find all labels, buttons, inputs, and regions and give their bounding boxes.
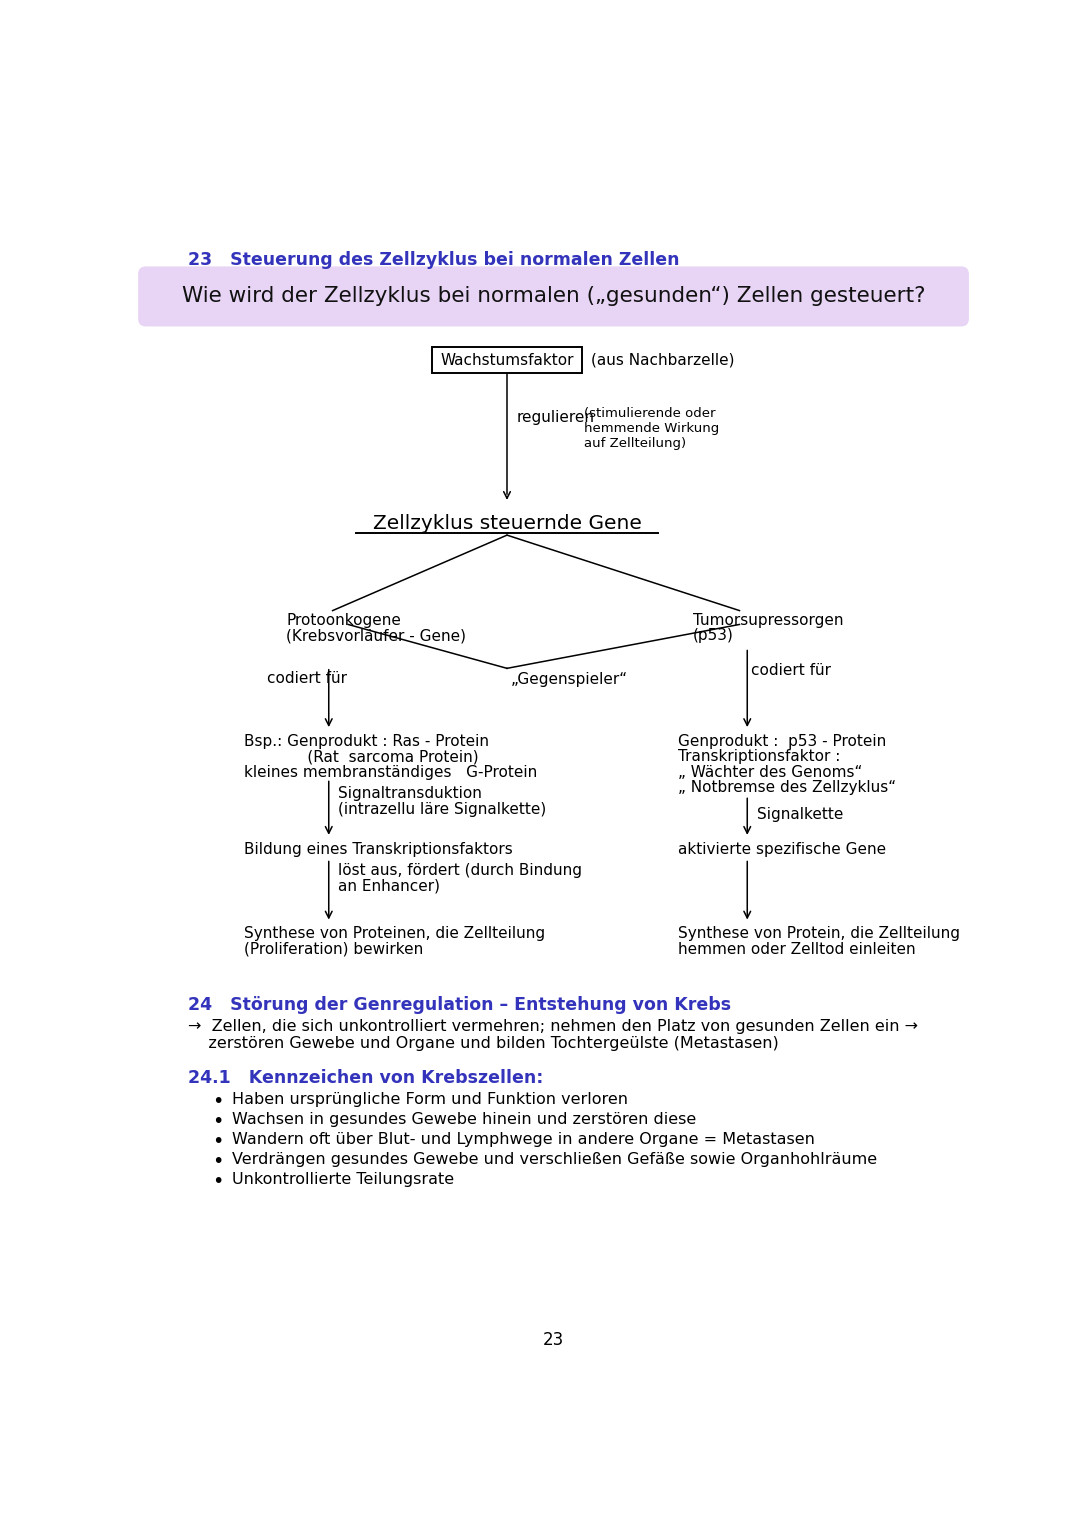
Text: Protoonkogene: Protoonkogene [286,612,401,628]
Text: Zellzyklus steuernde Gene: Zellzyklus steuernde Gene [373,515,642,533]
Text: aktivierte spezifische Gene: aktivierte spezifische Gene [677,841,886,857]
Text: (intrazellu läre Signalkette): (intrazellu läre Signalkette) [338,802,546,817]
Text: Genprodukt :  p53 - Protein: Genprodukt : p53 - Protein [677,734,886,748]
Text: 23   Steuerung des Zellzyklus bei normalen Zellen: 23 Steuerung des Zellzyklus bei normalen… [188,250,679,269]
Text: (aus Nachbarzelle): (aus Nachbarzelle) [592,353,735,368]
Text: Bsp.: Genprodukt : Ras - Protein: Bsp.: Genprodukt : Ras - Protein [243,734,488,748]
Text: Wandern oft über Blut- und Lymphwege in andere Organe = Metastasen: Wandern oft über Blut- und Lymphwege in … [232,1132,814,1147]
Text: kleines membranständiges   G-Protein: kleines membranständiges G-Protein [243,765,537,780]
Text: Signaltransduktion: Signaltransduktion [338,786,482,802]
Text: „Gegenspieler“: „Gegenspieler“ [511,672,627,687]
Text: Transkriptionsfaktor :: Transkriptionsfaktor : [677,750,840,764]
Text: •: • [213,1112,224,1132]
Text: Tumorsupressorgen: Tumorsupressorgen [693,612,843,628]
Text: →  Zellen, die sich unkontrolliert vermehren; nehmen den Platz von gesunden Zell: → Zellen, die sich unkontrolliert vermeh… [188,1019,918,1034]
Text: Wie wird der Zellzyklus bei normalen („gesunden“) Zellen gesteuert?: Wie wird der Zellzyklus bei normalen („g… [181,287,926,307]
Text: an Enhancer): an Enhancer) [338,878,440,893]
Text: „ Notbremse des Zellzyklus“: „ Notbremse des Zellzyklus“ [677,780,895,796]
Text: Bildung eines Transkriptionsfaktors: Bildung eines Transkriptionsfaktors [243,841,512,857]
Text: 24   Störung der Genregulation – Entstehung von Krebs: 24 Störung der Genregulation – Entstehun… [188,996,731,1014]
Text: Unkontrollierte Teilungsrate: Unkontrollierte Teilungsrate [232,1171,454,1186]
Text: 23: 23 [543,1330,564,1348]
Text: (Proliferation) bewirken: (Proliferation) bewirken [243,942,422,957]
Text: Wachstumsfaktor: Wachstumsfaktor [441,353,573,368]
Text: codiert für: codiert für [751,663,832,678]
Text: 24.1   Kennzeichen von Krebszellen:: 24.1 Kennzeichen von Krebszellen: [188,1069,543,1087]
Text: Wachsen in gesundes Gewebe hinein und zerstören diese: Wachsen in gesundes Gewebe hinein und ze… [232,1112,697,1127]
Text: •: • [213,1132,224,1151]
Text: regulieren: regulieren [516,411,594,426]
Text: (p53): (p53) [693,628,734,643]
Text: (Rat  sarcoma Protein): (Rat sarcoma Protein) [243,750,478,764]
Text: •: • [213,1171,224,1191]
Text: „ Wächter des Genoms“: „ Wächter des Genoms“ [677,765,862,780]
Text: Synthese von Proteinen, die Zellteilung: Synthese von Proteinen, die Zellteilung [243,927,544,941]
Text: hemmen oder Zelltod einleiten: hemmen oder Zelltod einleiten [677,942,915,957]
Text: Haben ursprüngliche Form und Funktion verloren: Haben ursprüngliche Form und Funktion ve… [232,1092,627,1107]
Text: Synthese von Protein, die Zellteilung: Synthese von Protein, die Zellteilung [677,927,959,941]
Text: hemmende Wirkung: hemmende Wirkung [584,421,719,435]
FancyBboxPatch shape [138,266,969,327]
Text: löst aus, fördert (durch Bindung: löst aus, fördert (durch Bindung [338,863,582,878]
Text: •: • [213,1092,224,1110]
Text: Verdrängen gesundes Gewebe und verschließen Gefäße sowie Organhohlräume: Verdrängen gesundes Gewebe und verschlie… [232,1151,877,1167]
FancyBboxPatch shape [432,347,582,374]
Text: (Krebsvorläufer - Gene): (Krebsvorläufer - Gene) [286,628,467,643]
Text: zerstören Gewebe und Organe und bilden Tochtergeülste (Metastasen): zerstören Gewebe und Organe und bilden T… [188,1035,779,1051]
Text: codiert für: codiert für [267,670,347,686]
Text: •: • [213,1151,224,1171]
Text: Signalkette: Signalkette [757,806,842,822]
Text: (stimulierende oder: (stimulierende oder [584,406,716,420]
Text: auf Zellteilung): auf Zellteilung) [584,437,687,450]
